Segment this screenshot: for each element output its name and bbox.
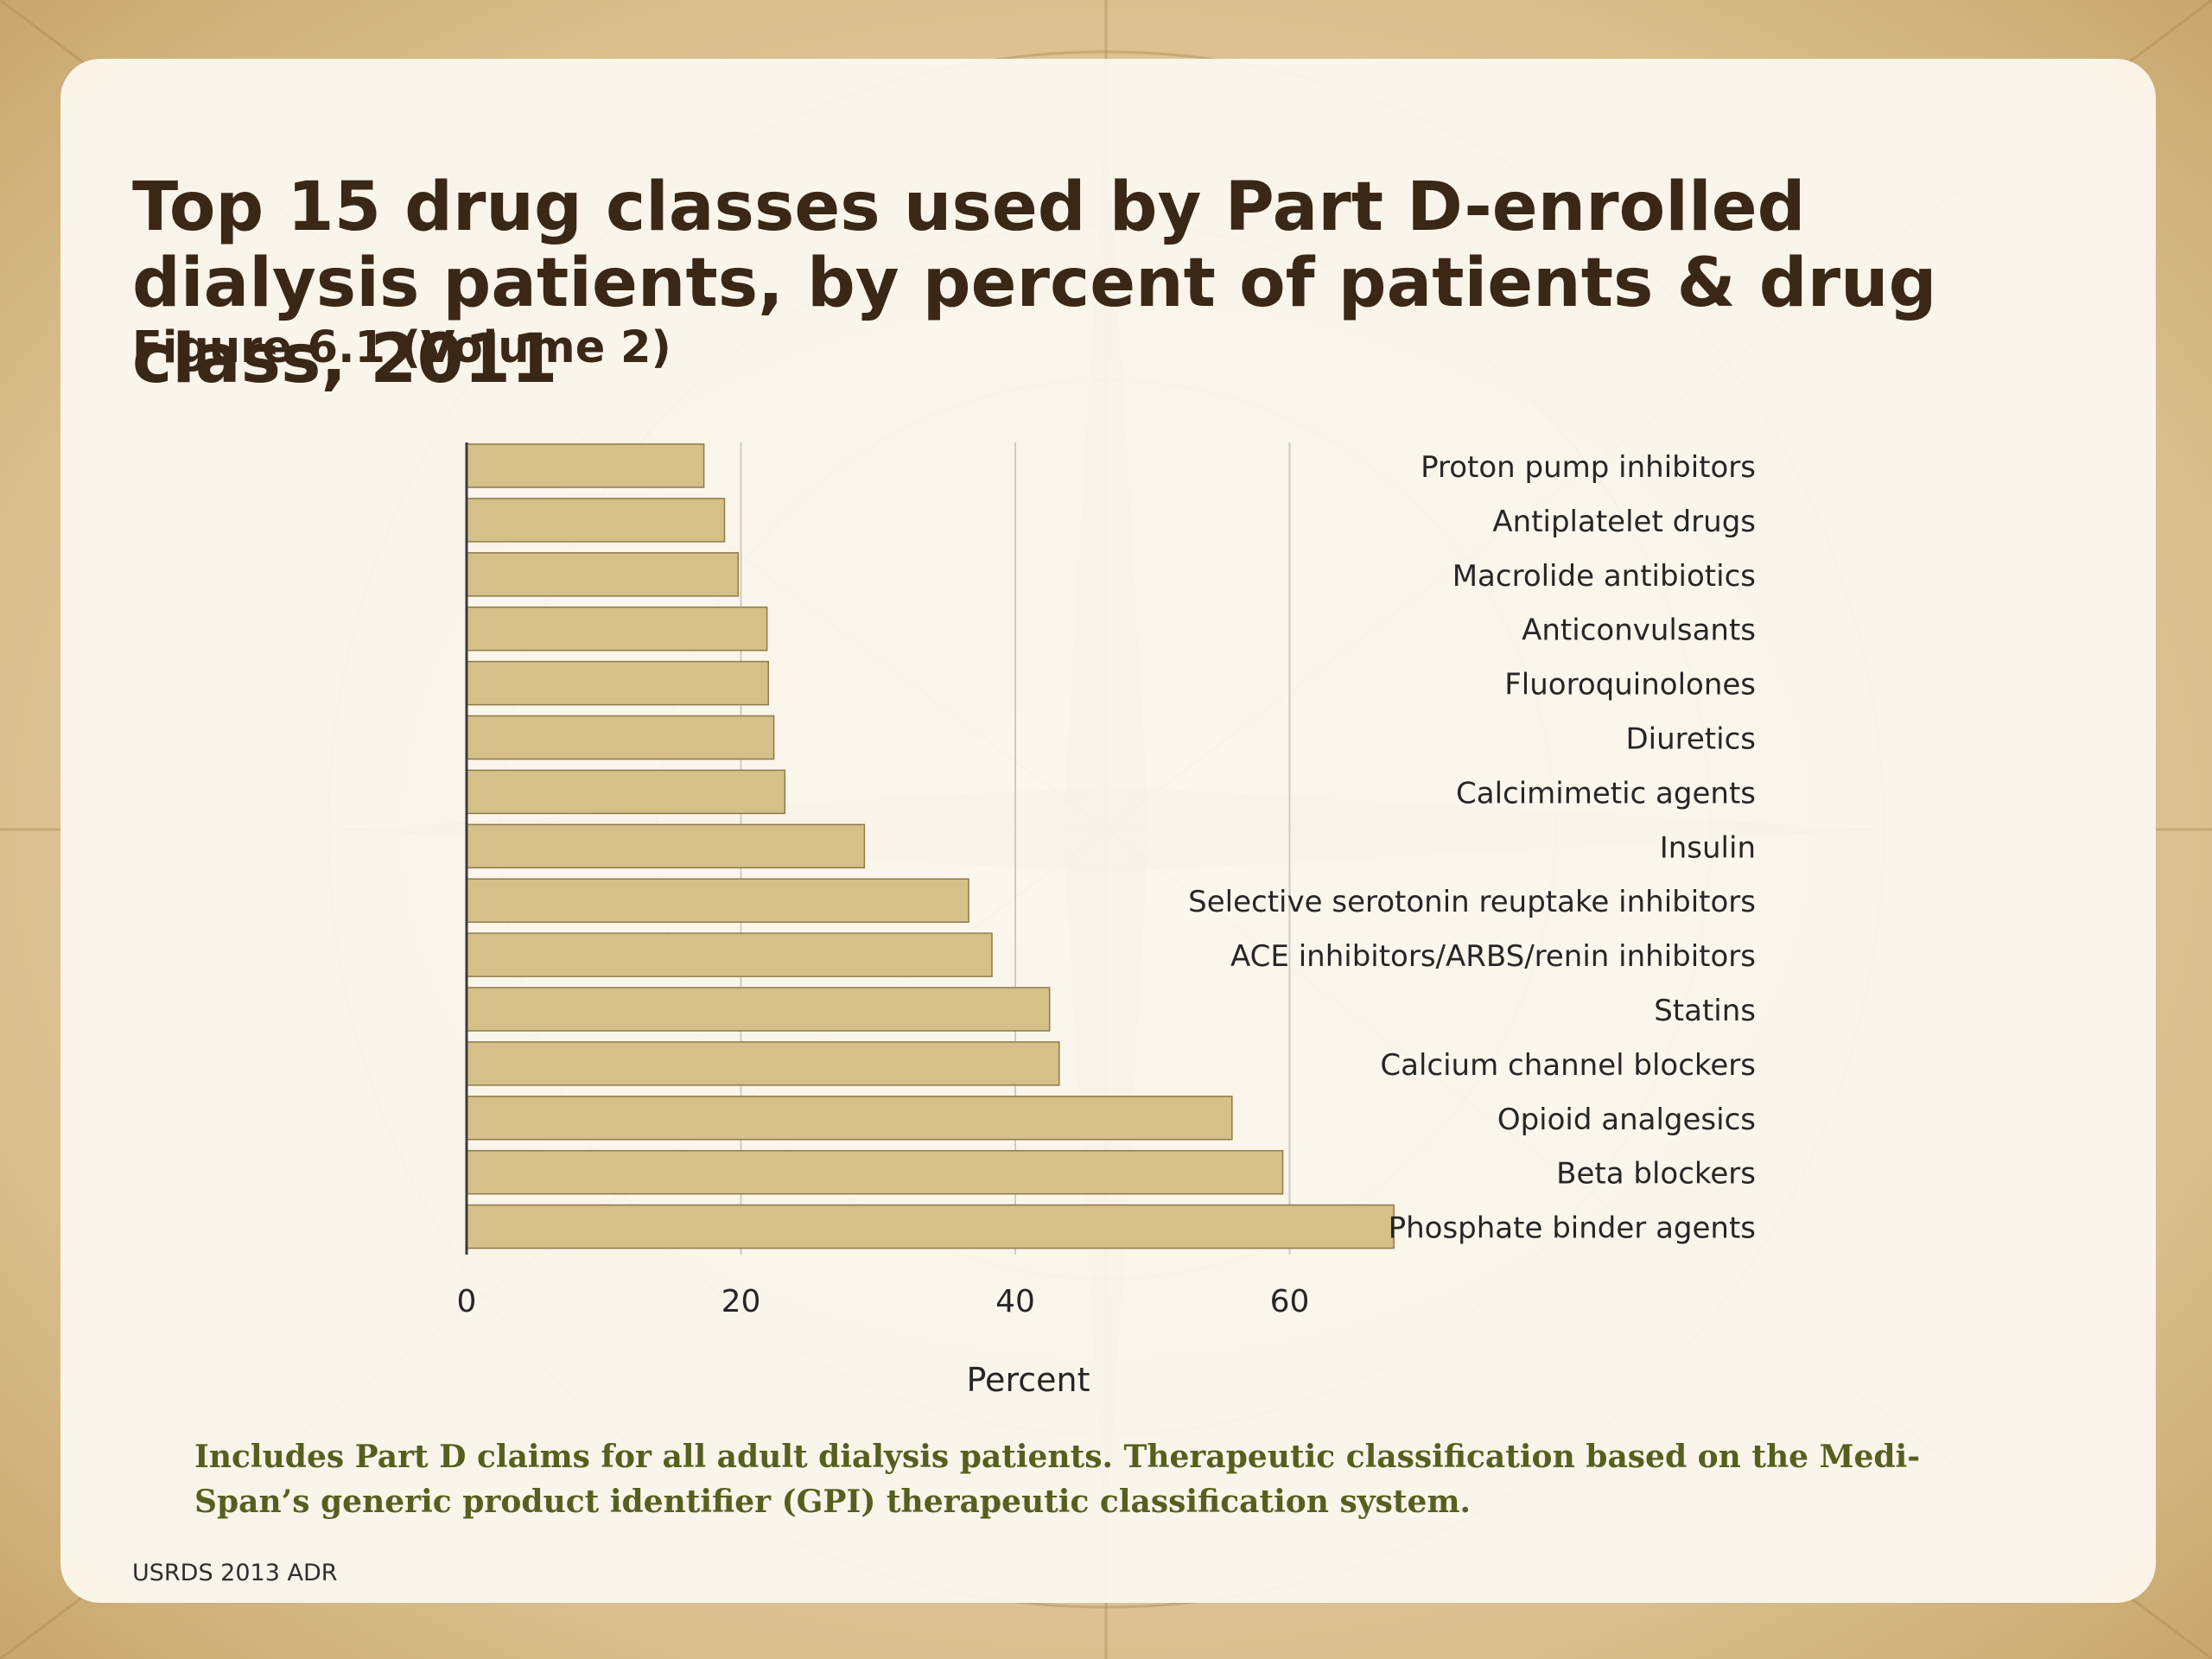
category-labels: Proton pump inhibitors Antiplatelet drugs… (1188, 450, 1756, 1246)
category-label: Calcimimetic agents (1456, 776, 1756, 810)
category-label: Proton pump inhibitors (1421, 450, 1756, 485)
bar (466, 878, 969, 923)
bar (466, 1096, 1233, 1141)
x-tick-label: 20 (721, 1284, 761, 1319)
category-label: Opioid analgesics (1497, 1103, 1756, 1137)
source-label: USRDS 2013 ADR (132, 1560, 338, 1586)
category-label: Diuretics (1625, 722, 1756, 757)
x-tick-labels: 0 20 40 60 (457, 1284, 1310, 1319)
category-label: Phosphate binder agents (1389, 1211, 1756, 1246)
figure-reference: Figure 6.1 (Volume 2) (132, 322, 671, 373)
bar (466, 660, 769, 706)
bar (466, 443, 705, 488)
bar (466, 769, 786, 815)
category-label: Selective serotonin reuptake inhibitors (1188, 885, 1756, 919)
category-label: Insulin (1660, 830, 1756, 865)
category-label: ACE inhibitors/ARBS/renin inhibitors (1230, 939, 1756, 974)
bar (466, 1204, 1395, 1249)
bar (466, 823, 866, 869)
bar (466, 987, 1051, 1032)
bar (466, 498, 726, 543)
category-label: Antiplatelet drugs (1492, 505, 1756, 539)
category-label: Beta blockers (1556, 1157, 1756, 1192)
bar (466, 552, 740, 597)
category-label: Fluoroquinolones (1504, 668, 1756, 702)
bar (466, 1041, 1060, 1086)
bar (466, 932, 993, 977)
bar (466, 1149, 1284, 1195)
x-tick-label: 0 (457, 1284, 477, 1319)
category-label: Macrolide antibiotics (1452, 559, 1756, 594)
footnote: Includes Part D claims for all adult dia… (194, 1439, 1921, 1520)
x-tick-label: 60 (1270, 1284, 1310, 1319)
category-label: Statins (1654, 994, 1756, 1028)
slide-card (60, 59, 2156, 1603)
category-label: Anticonvulsants (1522, 613, 1756, 648)
category-label: Calcium channel blockers (1380, 1048, 1756, 1083)
bar (466, 715, 775, 760)
bars (466, 443, 1395, 1249)
x-tick-label: 40 (995, 1284, 1035, 1319)
x-axis-title: Percent (967, 1361, 1090, 1399)
bar (466, 606, 768, 652)
slide-title: Top 15 drug classes used by Part D-enrol… (132, 168, 1937, 398)
